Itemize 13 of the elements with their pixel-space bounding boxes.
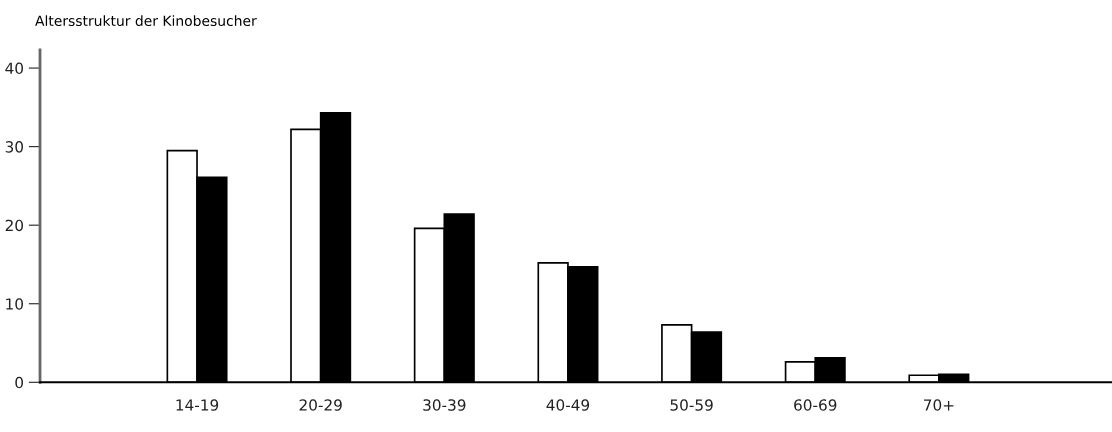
x-tick-label: 70+ bbox=[924, 399, 954, 411]
x-tick-label: 20-29 bbox=[299, 399, 342, 411]
x-tick-label: 60-69 bbox=[794, 399, 837, 411]
y-tick-label: 20 bbox=[5, 219, 24, 232]
chart-title: Altersstruktur der Kinobesucher bbox=[35, 15, 257, 27]
y-tick-label: 10 bbox=[6, 298, 24, 310]
x-tick-label: 14-19 bbox=[176, 399, 219, 411]
y-tick-label: 40 bbox=[5, 62, 24, 75]
y-tick-label: 30 bbox=[5, 141, 24, 153]
x-tick-label: 40-49 bbox=[546, 399, 590, 411]
x-tick-label: 30-39 bbox=[423, 399, 466, 411]
x-tick-label: 50-59 bbox=[670, 399, 713, 411]
y-tick-label: 0 bbox=[15, 376, 24, 389]
